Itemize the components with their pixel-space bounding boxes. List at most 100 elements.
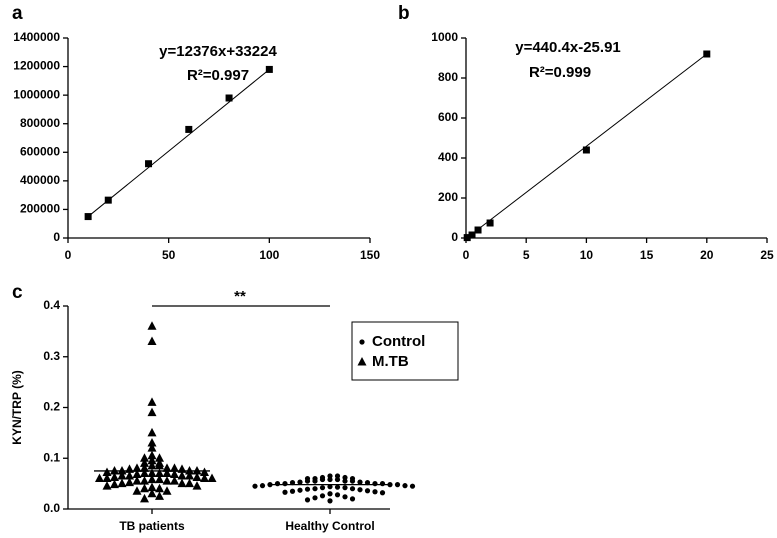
point [349, 496, 356, 502]
point [147, 460, 157, 470]
y-tick-label: 600000 [20, 144, 60, 158]
point [162, 486, 172, 495]
y-tick-label: 1200000 [13, 59, 60, 73]
point [147, 482, 157, 492]
point [110, 472, 119, 482]
y-tick-label: 0.1 [43, 450, 60, 464]
x-tick-label: 20 [700, 248, 714, 262]
x-tick-label: 0 [65, 248, 72, 262]
point [125, 477, 134, 487]
point [147, 438, 157, 447]
point [147, 321, 157, 330]
legend-marker [357, 357, 367, 366]
x-tick-label: Healthy Control [285, 519, 374, 533]
point [177, 471, 187, 480]
point [104, 196, 112, 204]
panel-label: a [12, 3, 23, 24]
point [409, 483, 416, 489]
point [327, 473, 333, 479]
point [147, 336, 157, 346]
y-tick-label: 0.4 [43, 298, 60, 312]
point [102, 473, 112, 483]
point [394, 482, 401, 488]
point [207, 473, 217, 483]
point [274, 481, 281, 487]
x-tick-label: 0 [463, 248, 470, 262]
point [319, 493, 326, 499]
point [468, 231, 476, 239]
y-tick-label: 0 [53, 230, 60, 244]
y-tick-label: 200 [438, 190, 458, 204]
point [349, 486, 356, 492]
y-tick-label: 600 [438, 110, 458, 124]
point [387, 482, 393, 488]
point [147, 427, 157, 437]
point [304, 497, 311, 503]
point [117, 465, 127, 475]
point [200, 473, 209, 483]
legend-marker [359, 339, 365, 345]
point [147, 474, 157, 484]
x-tick-label: TB patients [119, 519, 185, 533]
point [110, 465, 119, 475]
point [132, 463, 142, 472]
point [185, 125, 193, 133]
point [267, 482, 273, 488]
point [289, 488, 296, 494]
y-tick-label: 400 [438, 150, 458, 164]
y-tick-label: 0 [451, 230, 458, 244]
fit-line [466, 53, 708, 238]
y-tick-label: 400000 [20, 173, 60, 187]
point [327, 484, 333, 490]
point [155, 468, 164, 477]
point [297, 479, 303, 485]
point [170, 476, 179, 485]
point [125, 471, 134, 480]
y-tick-label: 0.2 [43, 400, 60, 414]
y-tick-label: 1000000 [13, 87, 60, 101]
annotation: y=12376x+33224 [159, 43, 277, 60]
point [265, 65, 273, 73]
point [145, 160, 153, 168]
point [319, 485, 326, 491]
point [170, 463, 179, 472]
point [140, 493, 149, 503]
y-tick-label: 800000 [20, 116, 60, 130]
x-tick-label: 10 [580, 248, 594, 262]
point [225, 94, 233, 102]
point [117, 471, 127, 480]
point [140, 483, 149, 493]
point [162, 463, 172, 472]
point [252, 483, 258, 489]
point [147, 397, 157, 406]
fit-line [87, 69, 270, 217]
point [192, 465, 202, 475]
point [132, 476, 142, 485]
point [177, 478, 187, 488]
annotation: y=440.4x-25.91 [515, 39, 621, 56]
point [327, 476, 333, 483]
point [155, 453, 164, 462]
y-tick-label: 1000 [431, 30, 458, 44]
point [327, 498, 333, 504]
annotation: ** [234, 288, 246, 305]
point [357, 479, 363, 485]
point [110, 479, 119, 489]
legend-label: Control [372, 333, 425, 350]
point [474, 226, 482, 234]
point [463, 234, 471, 242]
point [312, 478, 318, 484]
point [155, 491, 164, 500]
point [185, 471, 194, 480]
point [364, 488, 371, 494]
point [342, 478, 348, 484]
point [304, 478, 311, 484]
annotation: R²=0.999 [529, 64, 591, 81]
panel-label: b [398, 3, 410, 24]
point [334, 484, 341, 490]
point [147, 407, 157, 417]
y-tick-label: 200000 [20, 202, 60, 216]
x-tick-label: 15 [640, 248, 654, 262]
point [132, 469, 142, 478]
